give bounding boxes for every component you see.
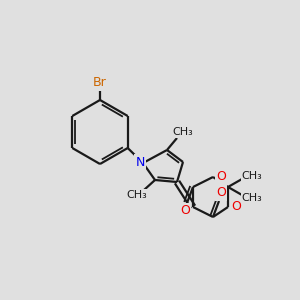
Text: O: O (216, 187, 226, 200)
Text: Br: Br (93, 76, 107, 89)
Text: CH₃: CH₃ (242, 193, 262, 203)
Text: CH₃: CH₃ (172, 127, 194, 137)
Text: O: O (231, 200, 241, 214)
Text: O: O (180, 205, 190, 218)
Text: N: N (135, 155, 145, 169)
Text: O: O (216, 170, 226, 184)
Text: CH₃: CH₃ (127, 190, 147, 200)
Text: CH₃: CH₃ (242, 171, 262, 181)
